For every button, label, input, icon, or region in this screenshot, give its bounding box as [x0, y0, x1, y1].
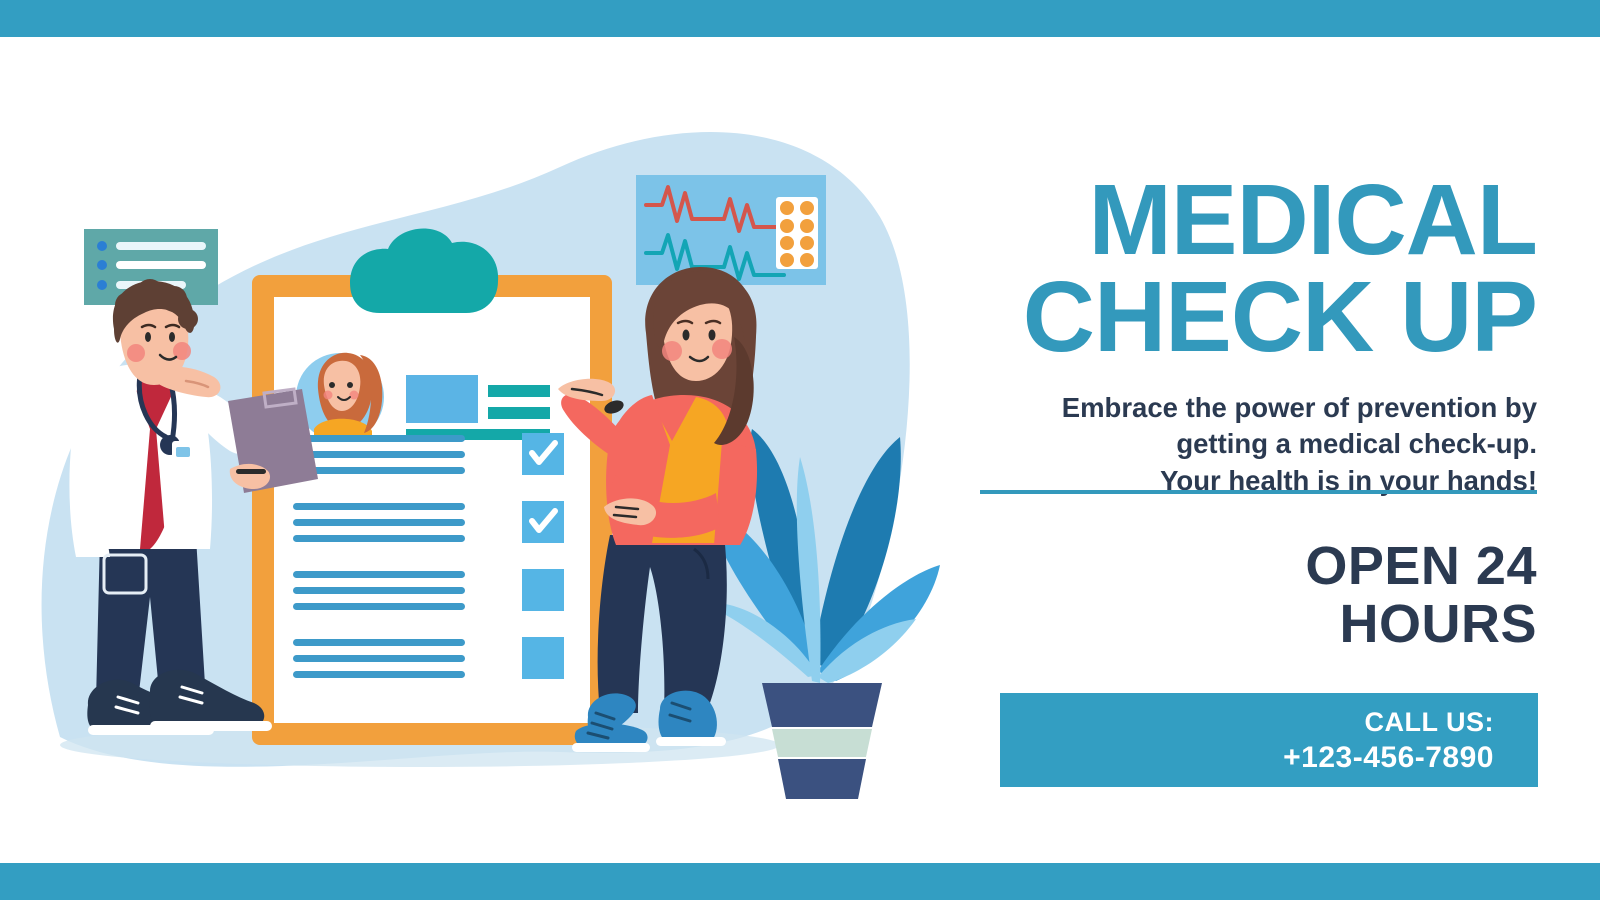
- page-title: MEDICAL CHECK UP: [968, 164, 1538, 373]
- call-us-banner[interactable]: CALL US: +123-456-7890: [1000, 693, 1538, 787]
- ecg-line-red: [644, 185, 786, 233]
- ecg-line-teal: [644, 233, 786, 281]
- bullet-dot: [97, 241, 107, 251]
- phone-number[interactable]: +123-456-7890: [1283, 741, 1494, 775]
- check-icon: [529, 508, 558, 533]
- patient-woman-character: [558, 267, 758, 752]
- bottom-accent-bar: [0, 863, 1600, 900]
- promo-content-panel: MEDICAL CHECK UP Embrace the power of pr…: [960, 37, 1600, 863]
- bullet-dot: [97, 260, 107, 270]
- patient-avatar: [296, 352, 384, 441]
- pill-blister-pack: [776, 197, 818, 269]
- top-accent-bar: [0, 0, 1600, 37]
- doctor-shoes: [87, 669, 272, 735]
- checklist-row: [293, 433, 564, 475]
- tagline-line-2: getting a medical check-up.: [1176, 428, 1537, 460]
- checklist-row: [293, 569, 564, 611]
- hours-line-2: HOURS: [1339, 594, 1537, 655]
- doctor-character: [69, 279, 318, 735]
- opening-hours: OPEN 24 HOURS: [980, 537, 1537, 654]
- woman-shoes: [572, 690, 726, 752]
- bullet-dot: [97, 280, 107, 290]
- checklist-rows: [293, 433, 564, 679]
- hours-line-1: OPEN 24: [1305, 536, 1537, 596]
- checklist-row: [293, 637, 564, 679]
- doctor-tablet: [228, 387, 318, 493]
- tagline-line-1: Embrace the power of prevention by: [1061, 391, 1537, 423]
- checklist-clipboard: [252, 228, 612, 745]
- section-divider: [980, 490, 1537, 494]
- checklist-row: [293, 501, 564, 543]
- clipboard-info-block: [406, 375, 550, 440]
- tagline-text: Embrace the power of prevention by getti…: [980, 390, 1537, 500]
- check-icon: [529, 440, 558, 465]
- headline-line-2: CHECK UP: [1022, 261, 1538, 373]
- call-us-label: CALL US:: [1364, 707, 1494, 737]
- medical-illustration: [0, 37, 960, 863]
- potted-plant: [700, 429, 940, 799]
- headline-line-1: MEDICAL: [1088, 164, 1538, 276]
